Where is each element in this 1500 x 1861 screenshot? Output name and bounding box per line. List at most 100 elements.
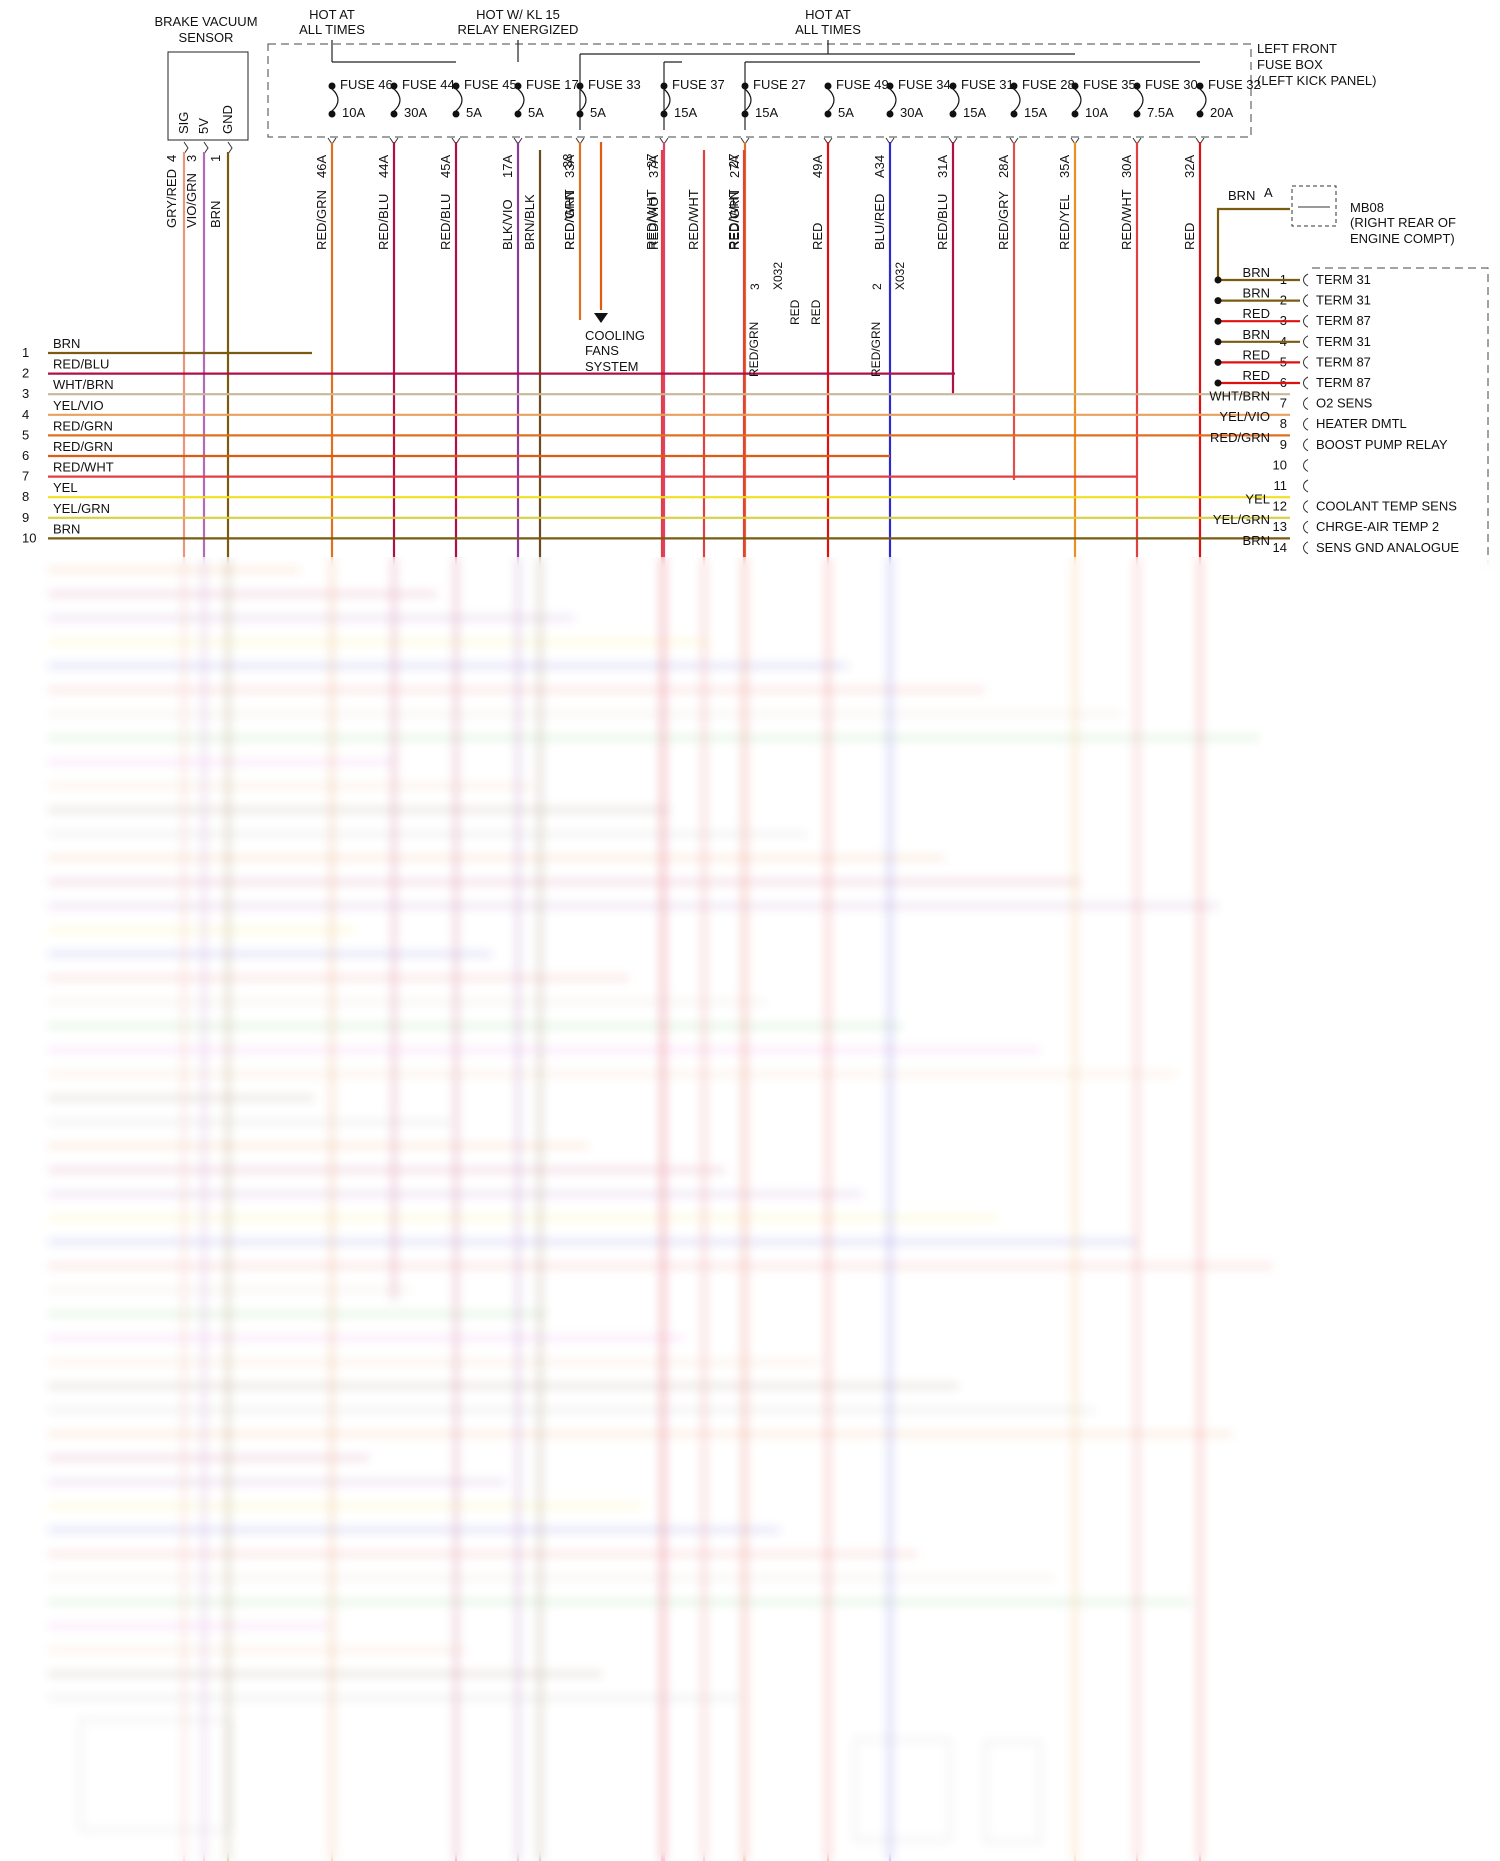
right-row-signal-label: TERM 87 [1316,375,1371,390]
splice-dot [1214,317,1222,325]
x032-label-1: X032 [771,262,785,290]
splice-pin-label: 27 [726,154,741,168]
fuse-name: FUSE 32 [1208,77,1261,92]
splice-dot [1214,276,1222,284]
left-connector-rows: 1 BRN 2 RED/BLU 3 WHT/BRN 4 YEL/VIO 5 RED/GRN 6 RED… [22,336,1290,545]
cooling-fans-arrow [594,313,608,323]
fuse-symbol [1199,88,1207,112]
left-row-wire-label: BRN [53,521,80,536]
right-row-pin [1303,438,1309,452]
sensor-pin-number: 4 [164,155,179,162]
fuse-pin-label: 45A [438,155,453,178]
cooling-fans-label-3: SYSTEM [585,359,638,374]
fuse-symbol [1013,88,1021,112]
right-row-pin [1303,376,1309,390]
ground-pin-label: A [1264,185,1273,200]
right-row-pin [1303,479,1309,493]
fuse-pin-label: 35A [1057,155,1072,178]
fuse-wire-label: RED [1182,223,1197,250]
splice-wire-label: RED/WHT [686,189,701,250]
fuse-name: FUSE 34 [898,77,951,92]
right-row-number: 11 [1274,478,1288,493]
fuse-symbol [331,88,339,112]
fuse-wire-label: RED [810,223,825,250]
right-row-pin [1303,314,1309,328]
splice-dot [1214,358,1222,366]
fuse-terminal [1010,110,1018,118]
fuse-terminal [452,110,460,118]
hot-all-times-label-2: HOT AT [805,7,851,22]
fuse-wire-label: RED/WHT [1119,189,1134,250]
right-row-number: 8 [1280,416,1287,431]
fuse-terminal [390,110,398,118]
right-row-pin [1303,500,1309,514]
left-row-wire-label: RED/WHT [53,460,114,475]
fuse-terminal [741,110,749,118]
x032-pin-3: 3 [748,283,762,290]
right-row-pin [1303,355,1309,369]
fuse-wire-label: RED/GRN [727,190,742,250]
fuse-wire-label: RED/BLU [935,194,950,250]
right-row-number: 7 [1280,396,1287,411]
sensor-wire-label: VIO/GRN [184,173,199,228]
fuse-amps: 30A [900,105,923,120]
sensor-title-1: BRAKE VACUUM [154,14,257,29]
splice-pin-label: 33 [560,154,575,168]
fuse-amps: 5A [838,105,854,120]
fuse-wire-label: RED/BLU [376,194,391,250]
right-row-wire-label: RED/GRN [1210,430,1270,445]
fuse-amps: 30A [404,105,427,120]
fuse-name: FUSE 35 [1083,77,1136,92]
fuse-pin-label: 33A [562,155,577,178]
fuse-symbol [455,88,463,112]
ground-name: MB08 [1350,200,1384,215]
fuse-wire-label: RED/BLU [438,194,453,250]
x032-label-2: X032 [893,262,907,290]
right-row-wire-label: YEL/GRN [1213,512,1270,527]
right-row-pin [1303,397,1309,411]
right-row-wire-label: RED [1243,306,1270,321]
right-row-pin [1303,458,1309,472]
left-row-wire-label: WHT/BRN [53,377,114,392]
splice-pin-label: 37 [644,154,659,168]
fuse-wire-label: BLU/RED [872,194,887,250]
right-row-wire-label: BRN [1243,327,1270,342]
left-row-number: 10 [22,530,36,545]
fuse-wire-label: BLK/VIO [500,199,515,250]
fuse-pin-label: 37A [646,155,661,178]
fuse-pin-label: 30A [1119,155,1134,178]
right-row-wire-label: BRN [1243,533,1270,548]
fuse-terminal [1071,110,1079,118]
right-row-wire-label: WHT/BRN [1209,389,1270,404]
left-row-wire-label: BRN [53,336,80,351]
right-row-signal-label: O2 SENS [1316,396,1373,411]
fuse-amps: 15A [1024,105,1047,120]
splice-dot [1214,379,1222,387]
right-row-signal-label: BOOST PUMP RELAY [1316,437,1448,452]
right-row-signal-label: TERM 31 [1316,272,1371,287]
fuse-pin-label: 49A [810,155,825,178]
fuse-symbol [744,88,752,112]
hot-all-times-label-1: HOT AT [309,7,355,22]
right-row-number: 12 [1273,499,1287,514]
splice-wire-label: BRN/BLK [522,194,537,250]
fuse-terminal [1196,82,1204,90]
right-row-wire-label: RED [1243,368,1270,383]
right-row-pin [1303,541,1309,555]
sensor-pin-label: GND [220,105,235,134]
fuse-name: FUSE 28 [1022,77,1075,92]
fuse-terminal [660,110,668,118]
fuse-name: FUSE 37 [672,77,725,92]
fuse-terminal [514,82,522,90]
fuse-symbol [663,88,671,112]
left-row-number: 6 [22,448,29,463]
fuse-pin-label: 44A [376,155,391,178]
hot-all-times-label-1b: ALL TIMES [299,22,365,37]
sensor-pin-label: SIG [176,112,191,134]
right-row-pin [1303,417,1309,431]
fuse-terminal [824,82,832,90]
hot-kl15-label-b: RELAY ENERGIZED [458,22,579,37]
ground-wire-label: BRN [1228,188,1255,203]
right-row-signal-label: HEATER DMTL [1316,416,1407,431]
fuse-name: FUSE 30 [1145,77,1198,92]
